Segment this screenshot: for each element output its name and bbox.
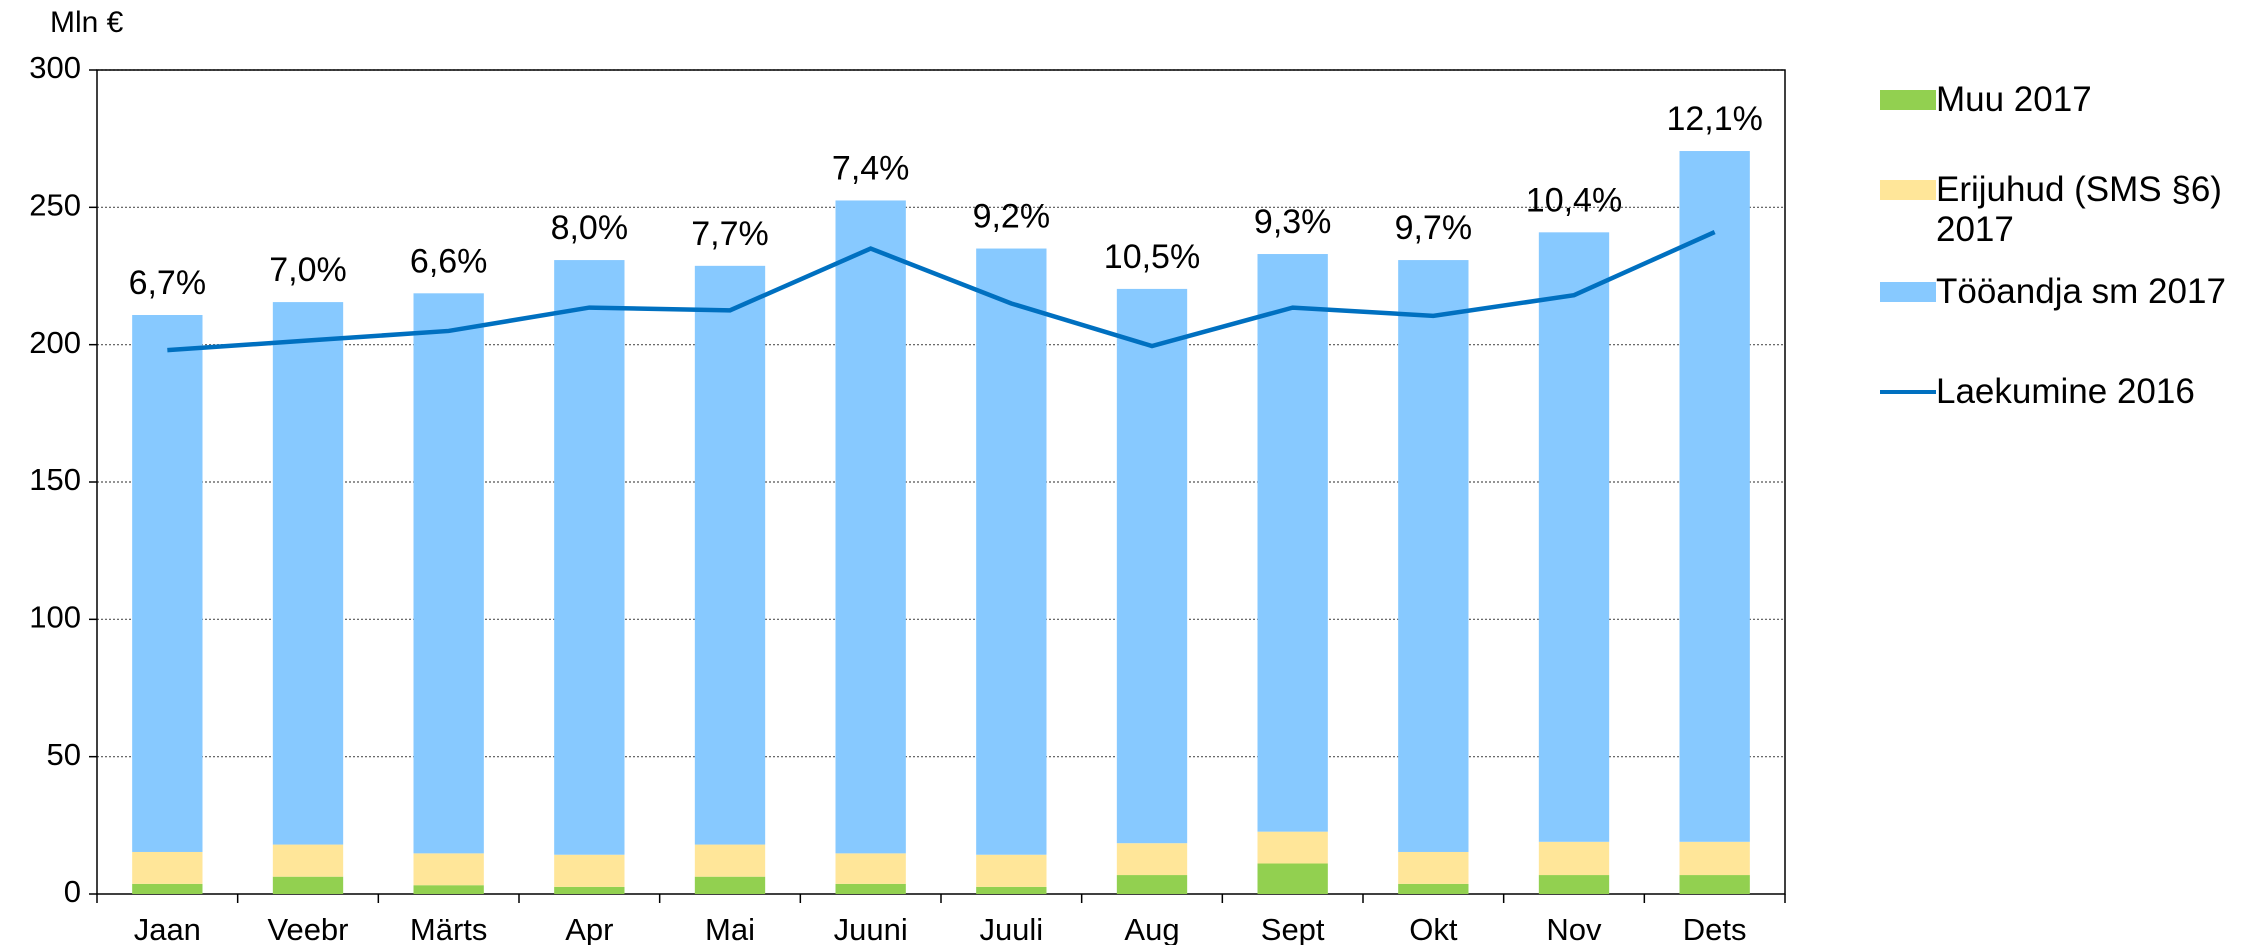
- x-tick-label: Veebr: [267, 912, 348, 945]
- y-tick-label: 50: [47, 737, 81, 772]
- y-tick-label: 250: [29, 188, 81, 223]
- legend-item: Erijuhud (SMS §6) 2017: [1880, 170, 2236, 250]
- x-tick-label: Juuni: [834, 912, 908, 945]
- bar: [835, 200, 906, 854]
- legend-swatch: [1880, 390, 1936, 394]
- bar: [694, 876, 766, 894]
- bar: [1398, 883, 1469, 894]
- bar: [1398, 260, 1469, 852]
- bar: [1679, 151, 1750, 842]
- bar: [554, 854, 625, 887]
- bar: [1257, 831, 1328, 864]
- x-tick-label: Juuli: [979, 912, 1043, 945]
- y-tick-label: 150: [29, 462, 81, 497]
- bar: [554, 260, 625, 855]
- x-tick-label: Märts: [410, 912, 488, 945]
- bar: [976, 886, 1047, 894]
- x-tick-label: Okt: [1409, 912, 1458, 945]
- bar: [272, 302, 344, 845]
- bar-annotation: 9,7%: [1395, 209, 1473, 247]
- bar: [694, 265, 766, 845]
- y-tick-label: 200: [29, 325, 81, 360]
- bar: [1679, 841, 1750, 876]
- bar-annotation: 10,4%: [1526, 181, 1622, 219]
- bar: [1679, 875, 1750, 894]
- legend-label: Erijuhud (SMS §6) 2017: [1936, 170, 2222, 249]
- legend-item: Muu 2017: [1880, 80, 2236, 120]
- bar: [413, 293, 484, 854]
- line-series: [167, 230, 1716, 353]
- bar: [1116, 288, 1188, 844]
- y-tick-label: 300: [29, 50, 81, 85]
- x-tick-label: Mai: [705, 912, 755, 945]
- bar-annotation: 8,0%: [551, 209, 629, 247]
- bar-annotation: 9,3%: [1254, 203, 1332, 241]
- bar: [272, 876, 344, 894]
- bar-annotation: 12,1%: [1666, 100, 1762, 138]
- legend-label: Laekumine 2016: [1936, 372, 2195, 411]
- x-tick-label: Aug: [1124, 912, 1179, 945]
- x-tick-label: Jaan: [134, 912, 201, 945]
- x-tick-label: Nov: [1546, 912, 1602, 945]
- legend-swatch: [1880, 90, 1936, 110]
- bar: [413, 885, 484, 894]
- bar: [1257, 254, 1328, 832]
- bar: [835, 853, 906, 884]
- bar: [132, 851, 203, 884]
- y-axis-label: Mln €: [50, 6, 124, 39]
- legend-label: Tööandja sm 2017: [1936, 272, 2226, 311]
- bar: [694, 844, 766, 877]
- bar-annotation: 7,4%: [832, 149, 910, 187]
- bar-annotation: 6,7%: [129, 264, 207, 302]
- y-tick-label: 100: [29, 600, 81, 635]
- x-tick-label: Apr: [565, 912, 613, 945]
- bar-annotation: 7,7%: [691, 215, 769, 253]
- bar: [1398, 851, 1469, 884]
- legend-item: Laekumine 2016: [1880, 372, 2236, 412]
- x-tick-label: Dets: [1683, 912, 1747, 945]
- bar: [835, 883, 906, 894]
- bar-annotation: 10,5%: [1104, 238, 1200, 276]
- x-tick-label: Sept: [1261, 912, 1325, 945]
- legend-swatch: [1880, 282, 1936, 302]
- bar: [1116, 843, 1188, 876]
- bar: [1538, 875, 1610, 894]
- bar: [1538, 232, 1610, 842]
- legend-label: Muu 2017: [1936, 80, 2092, 119]
- bar: [976, 854, 1047, 887]
- bar: [132, 883, 203, 894]
- bar: [272, 844, 344, 877]
- bar: [413, 853, 484, 886]
- y-tick-label: 0: [64, 874, 81, 909]
- bar: [976, 248, 1047, 855]
- bar: [1116, 875, 1188, 894]
- legend-swatch: [1880, 180, 1936, 200]
- bar-annotation: 9,2%: [973, 198, 1051, 236]
- bar: [132, 315, 203, 852]
- bar: [1538, 841, 1610, 876]
- legend-item: Tööandja sm 2017: [1880, 272, 2236, 312]
- bar-annotation: 6,6%: [410, 242, 488, 280]
- bar-annotation: 7,0%: [269, 251, 347, 289]
- bar: [1257, 863, 1328, 894]
- bar: [554, 886, 625, 894]
